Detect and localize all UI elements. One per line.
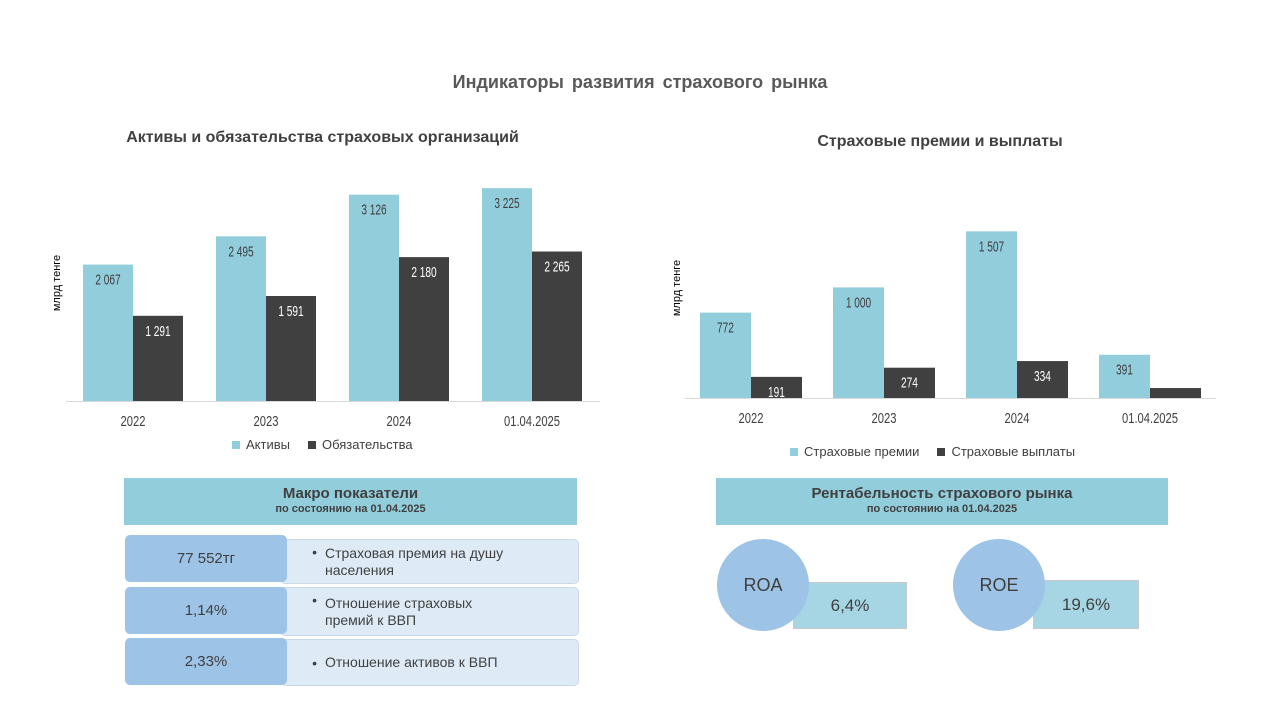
chart-title-assets: Активы и обязательства страховых организ…: [126, 129, 519, 146]
legend-assets-chart: Активы Обязательства: [232, 437, 413, 452]
bar-primary-2: [349, 194, 399, 401]
macro-desc-text: Отношение страховых премий к ВВП: [325, 594, 473, 628]
x-tick-label: 2022: [121, 413, 146, 430]
x-tick-label: 2023: [872, 410, 897, 427]
x-tick-label: 2024: [1005, 410, 1030, 427]
x-tick-label: 2022: [739, 410, 764, 427]
macro-value-row-1: 77 552тг: [125, 535, 287, 582]
bullet: •: [312, 592, 317, 608]
macro-desc-row-1: • Страховая премия на душу населения: [280, 539, 579, 584]
bar-secondary-3: [1150, 388, 1201, 398]
macro-value-row-3: 2,33%: [125, 638, 287, 685]
x-tick-label: 2024: [387, 413, 412, 430]
macro-desc-row-2: • Отношение страховых премий к ВВП: [280, 587, 579, 636]
legend-premiums-chart: Страховые премии Страховые выплаты: [790, 444, 1075, 459]
bar-secondary-3: [532, 251, 582, 401]
profitability-title: Рентабельность страхового рынка: [811, 485, 1073, 502]
bar-primary-0: [700, 312, 751, 398]
assets-liabilities-chart: млрд тенге 2 067 1 291 2022 2 495 1 591 2023 3 …: [51, 188, 600, 430]
macro-subtitle: по состоянию на 01.04.2025: [275, 503, 426, 515]
data-label: 1 507: [979, 239, 1004, 255]
bullet: •: [312, 544, 317, 560]
legend-label-assets: Активы: [246, 437, 290, 452]
bar-secondary-2: [1017, 361, 1068, 398]
data-label: 2 067: [95, 272, 120, 288]
x-tick-label: 2023: [254, 413, 279, 430]
data-label: 391: [1116, 362, 1133, 378]
macro-desc-text: Страховая премия на душу населения: [325, 544, 504, 578]
bullet: •: [312, 654, 317, 671]
data-label: 90: [1170, 395, 1181, 411]
legend-label-payouts: Страховые выплаты: [951, 444, 1076, 459]
legend-label-liabilities: Обязательства: [321, 437, 413, 452]
page-title: Индикаторы развития страхового рынка: [452, 72, 828, 92]
bar-secondary-1: [266, 295, 316, 401]
data-label: 3 126: [361, 202, 386, 218]
macro-title: Макро показатели: [282, 485, 419, 502]
legend-swatch-assets: [232, 440, 240, 449]
bar-primary-1: [216, 236, 266, 401]
legend-swatch-payouts: [937, 447, 946, 456]
data-label: 274: [901, 375, 918, 391]
profitability-header: Рентабельность страхового рынка по состо…: [716, 478, 1168, 525]
bar-primary-3: [1099, 354, 1150, 398]
data-label: 3 225: [494, 195, 519, 211]
macro-value-row-2: 1,14%: [125, 587, 287, 634]
bar-secondary-2: [399, 257, 449, 401]
data-label: 191: [768, 384, 785, 400]
x-tick-label: 01.04.2025: [1122, 410, 1178, 427]
bar-secondary-1: [884, 367, 935, 398]
data-label: 1 291: [145, 323, 170, 339]
bar-primary-3: [482, 188, 532, 401]
macro-desc-text: Отношение активов к ВВП: [325, 654, 498, 670]
macro-header: Макро показатели по состоянию на 01.04.2…: [124, 478, 577, 525]
data-label: 2 495: [228, 244, 253, 260]
macro-desc-row-3: • Отношение активов к ВВП: [280, 639, 579, 686]
bar-primary-0: [83, 264, 133, 401]
roe-circle: ROE: [953, 539, 1045, 631]
x-tick-label: 01.04.2025: [504, 413, 560, 430]
data-label: 334: [1034, 368, 1051, 384]
profitability-subtitle: по состоянию на 01.04.2025: [866, 503, 1018, 515]
bar-secondary-0: [751, 376, 802, 398]
data-label: 2 265: [544, 259, 569, 275]
y-axis-label: млрд тенге: [671, 260, 683, 316]
bar-primary-2: [966, 231, 1017, 398]
roa-value: 6,4%: [793, 582, 907, 629]
bar-primary-1: [833, 287, 884, 398]
data-label: 2 180: [411, 264, 436, 280]
data-label: 772: [717, 320, 734, 336]
chart-title-premiums: Страховые премии и выплаты: [817, 133, 1063, 150]
legend-swatch-liabilities: [307, 440, 316, 449]
roa-circle: ROA: [717, 539, 809, 631]
legend-label-premiums: Страховые премии: [804, 444, 920, 459]
legend-swatch-premiums: [790, 447, 798, 456]
data-label: 1 591: [278, 303, 303, 319]
y-axis-label: млрд тенге: [51, 255, 63, 311]
data-label: 1 000: [846, 295, 871, 311]
roe-value: 19,6%: [1033, 580, 1139, 629]
bar-secondary-0: [133, 315, 183, 401]
